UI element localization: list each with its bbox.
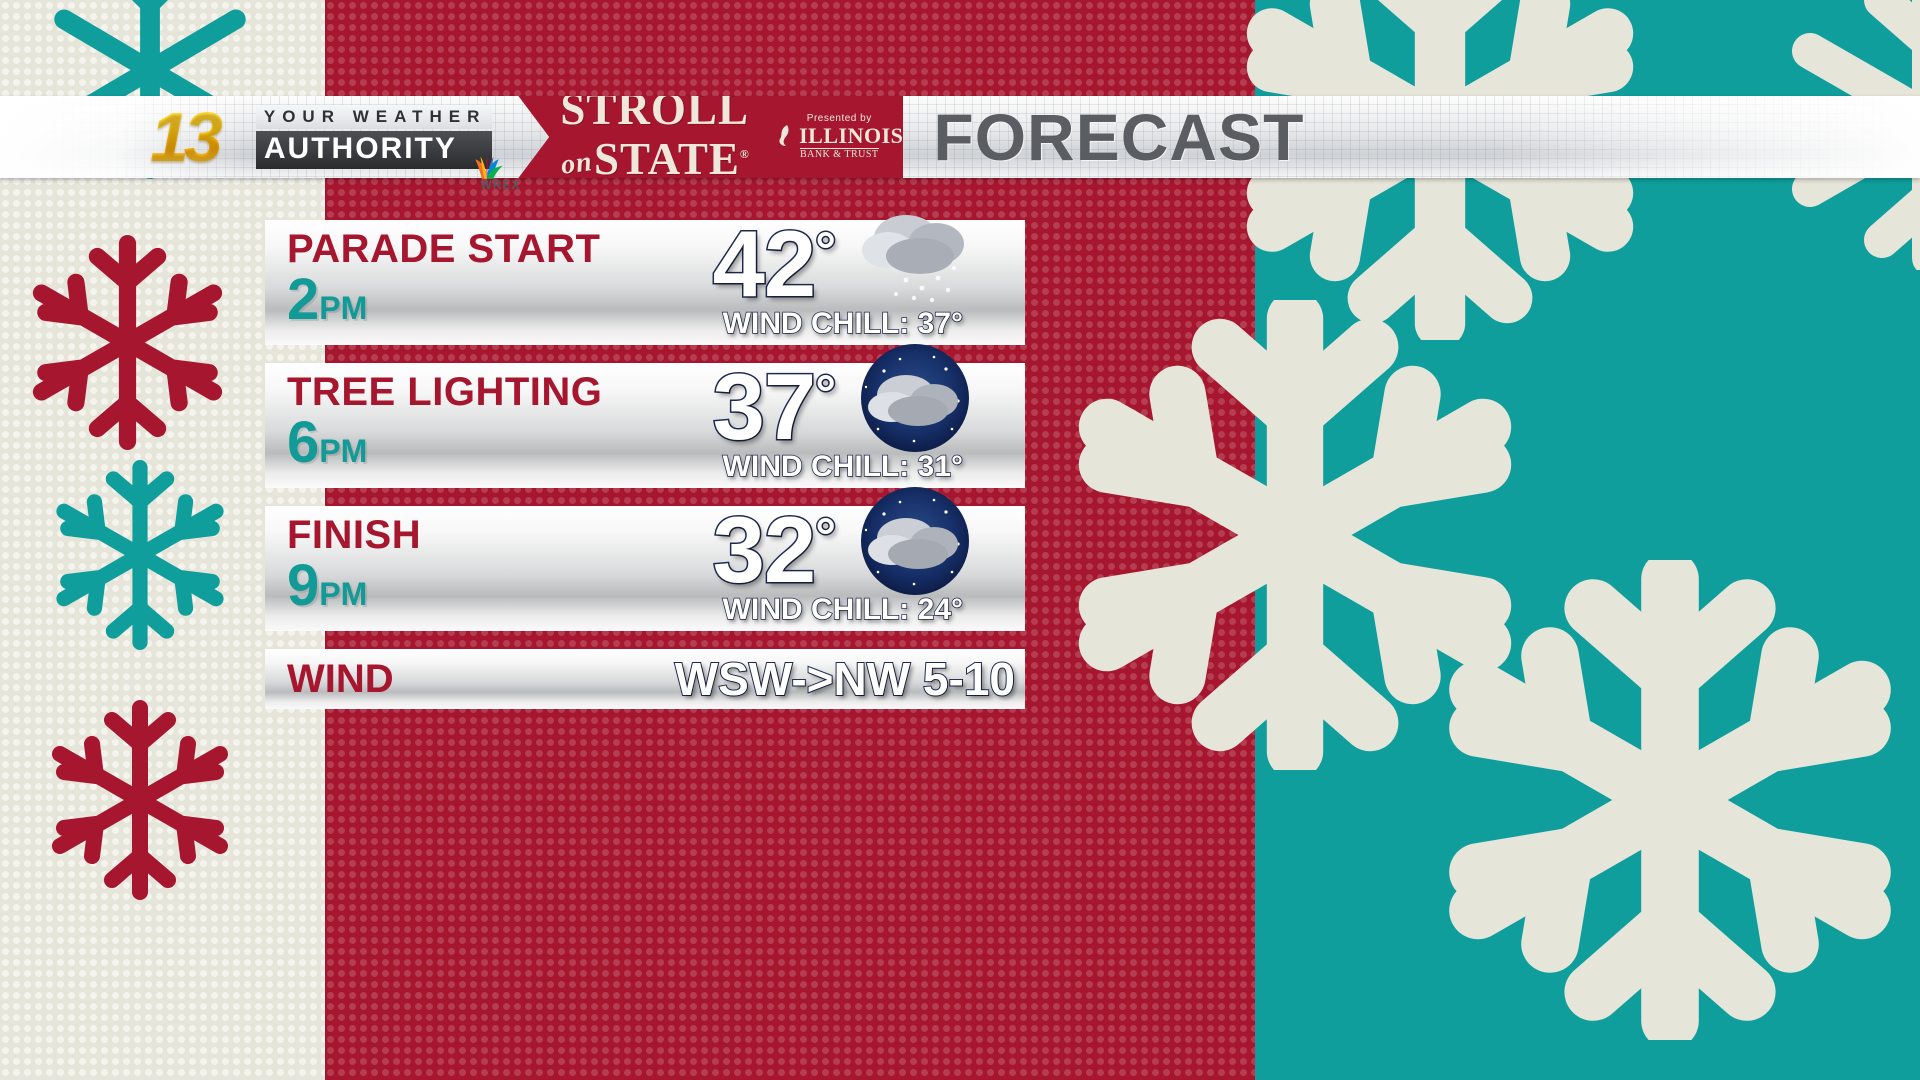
forecast-row: TREE LIGHTING 6PM 37° xyxy=(265,344,1025,488)
event-time-ampm: PM xyxy=(319,433,368,469)
event-time-number: 6 xyxy=(287,410,320,475)
nbc-peacock-icon xyxy=(475,155,503,179)
wind-row: WIND WSW->NW 5-10 xyxy=(265,649,1025,709)
tagline-block: YOUR WEATHER AUTHORITY xyxy=(255,105,493,169)
event-label: FINISH xyxy=(287,513,422,557)
sponsor-sub: BANK & TRUST xyxy=(799,148,879,160)
event-time: 2PM xyxy=(287,271,600,336)
event-name-part2: STATE xyxy=(593,133,740,184)
temperature-value: 37 xyxy=(711,354,818,459)
temperature: 37° xyxy=(711,357,838,456)
tagline-top: YOUR WEATHER xyxy=(255,105,493,129)
sponsor-name: ILLINOIS xyxy=(799,123,904,149)
channel-number: 13 xyxy=(150,102,223,172)
forecast-row-labels: FINISH 9PM xyxy=(287,514,421,622)
forecast-title: FORECAST xyxy=(933,100,1305,174)
wind-label: WIND xyxy=(287,657,394,701)
event-time-ampm: PM xyxy=(319,576,368,612)
banner-left-glow xyxy=(0,96,240,178)
event-time: 6PM xyxy=(287,414,602,479)
event-label: TREE LIGHTING xyxy=(287,370,603,414)
degree-symbol: ° xyxy=(814,364,838,425)
event-time-number: 9 xyxy=(287,553,320,618)
partly-cloudy-night-icon xyxy=(861,487,969,595)
temperature-value: 32 xyxy=(711,497,818,602)
temperature: 32° xyxy=(711,500,838,599)
stroll-on-state-ribbon: STROLLonSTATE® Presented by ILLINOIS BAN… xyxy=(518,96,904,178)
wind-chill: WIND CHILL: 31° xyxy=(722,449,964,484)
banner-right-glow xyxy=(1500,96,1920,178)
event-time-ampm: PM xyxy=(319,290,368,326)
temperature-value: 42 xyxy=(711,211,818,316)
event-time: 9PM xyxy=(287,557,421,622)
wind-chill: WIND CHILL: 24° xyxy=(722,592,964,627)
wind-value: WSW->NW 5-10 xyxy=(674,652,1016,706)
tagline-bottom: AUTHORITY xyxy=(255,131,493,169)
sponsor-block: Presented by ILLINOIS BANK & TRUST xyxy=(775,112,904,161)
forecast-row: PARADE START 2PM 42° WIND CHILL: 37° xyxy=(265,214,1025,345)
sponsor-presented-by: Presented by xyxy=(806,112,872,124)
forecast-row-labels: PARADE START 2PM xyxy=(287,228,600,336)
cloudy-day-icon xyxy=(862,215,964,303)
station-logo: 13 WREX YOUR WEATHER AUTHORITY xyxy=(0,96,519,192)
event-label: PARADE START xyxy=(287,227,601,271)
temperature: 42° xyxy=(711,214,838,313)
wind-chill: WIND CHILL: 37° xyxy=(722,306,964,341)
station-callsign: WREX xyxy=(480,178,521,192)
forecast-row-labels: TREE LIGHTING 6PM xyxy=(287,371,602,479)
registered-trademark-icon: ® xyxy=(739,146,750,161)
partly-cloudy-night-icon xyxy=(861,344,969,452)
event-time-number: 2 xyxy=(287,267,320,332)
degree-symbol: ° xyxy=(814,507,838,568)
swirl-flame-icon xyxy=(779,125,789,146)
event-name: STROLLonSTATE® xyxy=(560,83,759,184)
forecast-panel: PARADE START 2PM 42° WIND CHILL: 37° TRE… xyxy=(265,214,1025,709)
header-banner: 13 WREX YOUR WEATHER AUTHORITY STROLLonS… xyxy=(0,96,1920,192)
event-name-part1: STROLL xyxy=(560,83,749,134)
forecast-row: FINISH 9PM 32° xyxy=(265,487,1025,631)
degree-symbol: ° xyxy=(814,221,838,282)
